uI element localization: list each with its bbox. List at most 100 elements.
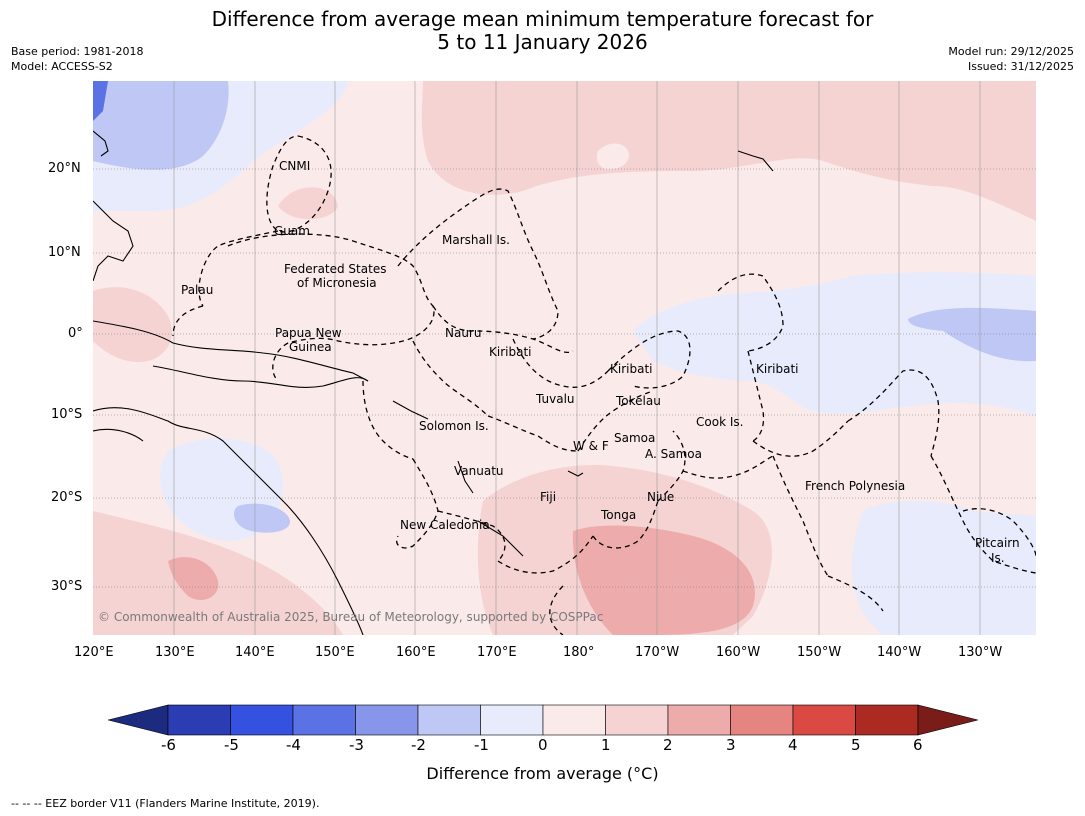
eez-cook-north [682,455,774,479]
label-pitcairn-2: Is. [991,551,1005,565]
colorbar-label: -5 [224,736,239,754]
title-line-1: Difference from average mean minimum tem… [211,7,874,31]
colorbar-segment [855,704,919,736]
coast-hawaii [737,150,774,172]
map-title: Difference from average mean minimum tem… [0,8,1085,54]
lat-tick: 20°S [51,490,83,505]
anomaly-warm-cnmi [278,187,338,220]
label-niue: Niue [647,490,674,504]
lon-tick: 180° [563,645,595,660]
region-labels: CNMI Guam Marshall Is. Federated States … [181,159,1020,565]
eez-kermadec [549,585,564,635]
colorbar-segment [605,704,669,736]
lat-tick: 30°S [51,579,83,594]
anomaly-warm-southwest [93,511,343,635]
copyright-notice: © Commonwealth of Australia 2025, Bureau… [98,610,604,624]
lon-tick: 130°E [155,645,195,660]
colorbar-label: -6 [161,736,176,754]
label-fsm-1: Federated States [284,262,386,276]
anomaly-warm-palau [93,287,172,362]
anomaly-neutral-hole [596,143,629,170]
colorbar-segment [480,704,544,736]
eez-solomons-south [487,415,579,452]
eez-palau-south [172,305,204,337]
label-marshall: Marshall Is. [442,233,510,247]
label-tuvalu: Tuvalu [535,392,575,406]
coast-new-guinea-south [152,365,369,388]
label-tokelau: Tokelau [615,394,661,408]
lon-tick: 130°W [958,645,1003,660]
anomaly-cool-east [633,272,1036,416]
label-png-2: Guinea [289,340,332,354]
label-fsm-2: of Micronesia [297,276,377,290]
anomaly-cool2-coral-sea [233,503,291,533]
label-french-polynesia: French Polynesia [805,479,905,493]
eez-borders [172,135,1036,635]
map-svg: CNMI Guam Marshall Is. Federated States … [93,81,1036,635]
colorbar-title: Difference from average (°C) [426,764,659,783]
coast-fiji [567,470,584,477]
colorbar-label: -2 [411,736,426,754]
coast-australia-north [93,428,144,442]
label-cnmi: CNMI [279,159,310,173]
label-palau: Palau [181,283,213,297]
lon-tick: 150°W [797,645,842,660]
colorbar-label: -1 [474,736,489,754]
label-png-1: Papua New [275,326,342,340]
lon-tick: 160°W [716,645,761,660]
eez-french-polynesia-west [772,455,829,577]
anomaly-cool3-nw [93,81,108,121]
anomaly-warm-north [421,81,1036,221]
eez-png-west [272,342,289,382]
anomaly-cool-se [851,500,1036,635]
lat-tick: 10°S [51,407,83,422]
lat-tick: 10°N [48,245,81,260]
colorbar-segment [292,704,356,736]
label-samoa: Samoa [614,431,655,445]
colorbar-label: 6 [913,736,923,754]
eez-line-islands [717,273,784,352]
eez-marquesas [847,369,940,457]
label-guam: Guam [274,224,310,238]
eez-vanuatu-south [437,510,506,562]
lat-lines [93,168,1036,588]
eez-fsm [227,233,435,346]
colorbar-extend-high [917,704,978,736]
eez-line-islands-south [747,350,765,442]
colorbar-segment [792,704,856,736]
label-kiribati-west: Kiribati [489,345,531,359]
lon-tick: 140°W [877,645,922,660]
label-wallis-futuna: W & F [573,439,609,453]
eez-kiribati-tuvalu [512,338,609,388]
colorbar-label: 5 [851,736,861,754]
coastlines [93,130,774,635]
eez-fiji-south [497,535,594,574]
coast-taiwan [93,130,109,157]
forecast-map: CNMI Guam Marshall Is. Federated States … [93,81,1036,635]
lat-tick: 0° [68,326,83,341]
eez-kiribati-phoenix [607,330,691,389]
colorbar-label: 1 [601,736,611,754]
label-fiji: Fiji [540,490,556,504]
lon-tick: 160°E [396,645,436,660]
anomaly-cool2-east [908,307,1036,362]
coast-solomons [392,400,429,420]
colorbar-label: 3 [726,736,736,754]
lon-tick: 150°E [315,645,355,660]
lon-tick: 170°W [635,645,680,660]
label-new-caledonia: New Caledonia [400,518,490,532]
graticule [173,81,981,635]
lon-tick: 140°E [235,645,275,660]
label-nauru: Nauru [445,326,481,340]
eez-new-caledonia [396,458,439,549]
lon-tick: 120°E [74,645,114,660]
anomaly-warm2-south [572,525,755,635]
eez-tuvalu-tokelau [577,390,654,452]
lon-tick: 170°E [477,645,517,660]
meta-right: Model run: 29/12/2025 Issued: 31/12/2025 [948,44,1074,74]
label-vanuatu: Vanuatu [454,464,504,478]
anomaly-warm2-sw [168,557,219,601]
eez-french-polynesia-east [930,455,1036,574]
label-kiribati-east: Kiribati [756,362,798,376]
issued-date: Issued: 31/12/2025 [967,60,1074,73]
